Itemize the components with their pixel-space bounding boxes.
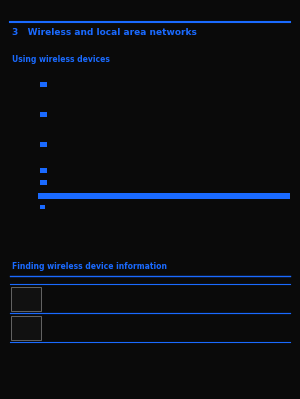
Text: Finding wireless device information: Finding wireless device information — [12, 262, 167, 271]
FancyBboxPatch shape — [40, 142, 47, 147]
FancyBboxPatch shape — [40, 112, 47, 117]
FancyBboxPatch shape — [40, 168, 47, 173]
FancyBboxPatch shape — [40, 205, 45, 209]
FancyBboxPatch shape — [40, 180, 47, 185]
FancyBboxPatch shape — [38, 193, 290, 199]
FancyBboxPatch shape — [40, 82, 47, 87]
FancyBboxPatch shape — [11, 316, 41, 340]
Text: Using wireless devices: Using wireless devices — [12, 55, 110, 64]
Text: 3   Wireless and local area networks: 3 Wireless and local area networks — [12, 28, 197, 37]
FancyBboxPatch shape — [11, 287, 41, 311]
